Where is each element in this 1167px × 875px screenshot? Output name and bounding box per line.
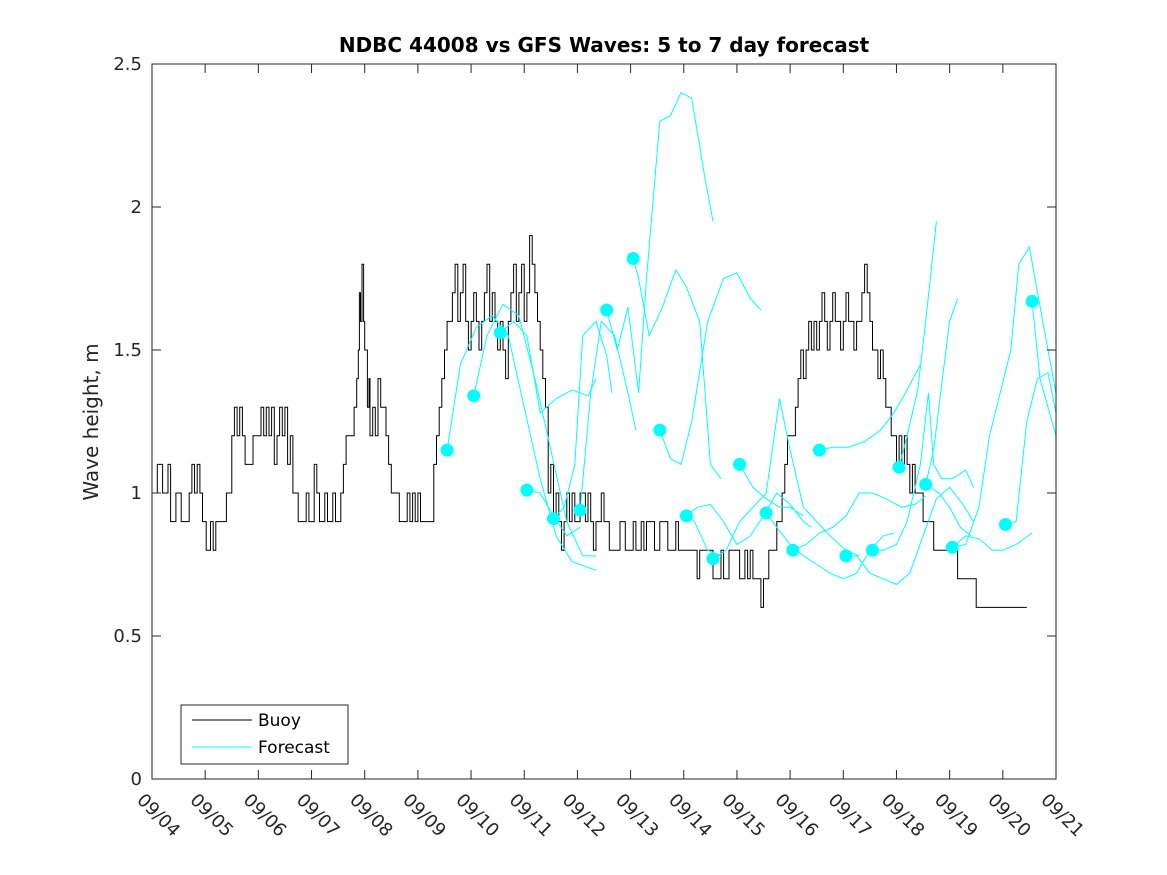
series-layer bbox=[152, 235, 1027, 608]
forecast-line-7 bbox=[606, 91, 714, 393]
forecast-start-marker bbox=[866, 543, 879, 557]
forecast-start-marker bbox=[733, 457, 747, 471]
axes-box bbox=[151, 63, 1057, 780]
forecast-start-marker bbox=[706, 552, 720, 566]
forecast-line-5 bbox=[553, 320, 613, 520]
forecast-line-19 bbox=[925, 298, 959, 485]
forecast-start-marker bbox=[999, 518, 1012, 531]
forecast-line-9 bbox=[659, 272, 762, 466]
forecast-line-20 bbox=[951, 532, 1033, 551]
forecast-start-marker bbox=[600, 303, 614, 317]
y-tick-label: 0.5 bbox=[113, 626, 142, 647]
forecast-line-22 bbox=[1031, 301, 1057, 436]
forecast-start-marker bbox=[812, 443, 826, 457]
plot-area bbox=[152, 64, 1056, 779]
legend-buoy-label: Buoy bbox=[258, 711, 301, 731]
y-tick-label: 1.5 bbox=[113, 340, 142, 361]
forecast-start-marker bbox=[626, 252, 640, 265]
forecast-line-15 bbox=[819, 364, 921, 451]
forecast-start-marker bbox=[786, 543, 800, 557]
forecast-line-12 bbox=[739, 464, 804, 517]
forecast-start-marker bbox=[573, 503, 587, 517]
forecast-line-23 bbox=[952, 245, 1057, 548]
y-tick-label: 2 bbox=[131, 197, 142, 218]
forecast-start-marker bbox=[547, 512, 560, 526]
forecast-line-24 bbox=[925, 483, 972, 537]
forecast-line-21 bbox=[1005, 372, 1057, 525]
forecast-line-17 bbox=[872, 392, 975, 551]
forecast-line-8 bbox=[632, 258, 722, 479]
y-tick-label: 0 bbox=[131, 769, 142, 790]
forecast-start-markers bbox=[440, 252, 1039, 566]
legend-box bbox=[180, 704, 349, 765]
forecast-line-6 bbox=[579, 320, 637, 511]
forecast-start-marker bbox=[679, 509, 693, 523]
y-axis-label: Wave height, m bbox=[79, 343, 103, 500]
chart-title: NDBC 44008 vs GFS Waves: 5 to 7 day fore… bbox=[339, 33, 870, 57]
forecast-start-marker bbox=[919, 477, 933, 491]
legend-forecast-label: Forecast bbox=[258, 738, 330, 758]
buoy-series-line bbox=[152, 235, 1027, 608]
forecast-start-marker bbox=[839, 549, 853, 563]
y-tick-label: 1 bbox=[131, 483, 142, 504]
forecast-line-14 bbox=[792, 492, 927, 551]
forecast-line-1 bbox=[446, 315, 597, 571]
forecast-line-2 bbox=[473, 303, 596, 557]
forecast-start-marker bbox=[759, 506, 773, 520]
forecast-start-marker bbox=[467, 389, 481, 403]
forecast-start-marker bbox=[1025, 294, 1039, 308]
forecast-line-18 bbox=[898, 221, 937, 468]
forecast-start-marker bbox=[493, 326, 507, 340]
forecast-layer bbox=[446, 91, 1057, 586]
y-tick-label: 2.5 bbox=[113, 54, 142, 75]
legend: Buoy Forecast bbox=[180, 704, 349, 765]
forecast-start-marker bbox=[945, 540, 959, 554]
forecast-start-marker bbox=[892, 460, 906, 474]
forecast-line-11 bbox=[712, 398, 860, 560]
forecast-line-16 bbox=[846, 486, 975, 586]
forecast-start-marker bbox=[653, 423, 667, 437]
forecast-start-marker bbox=[440, 443, 454, 457]
forecast-line-3 bbox=[499, 320, 597, 414]
forecast-start-marker bbox=[520, 483, 534, 497]
